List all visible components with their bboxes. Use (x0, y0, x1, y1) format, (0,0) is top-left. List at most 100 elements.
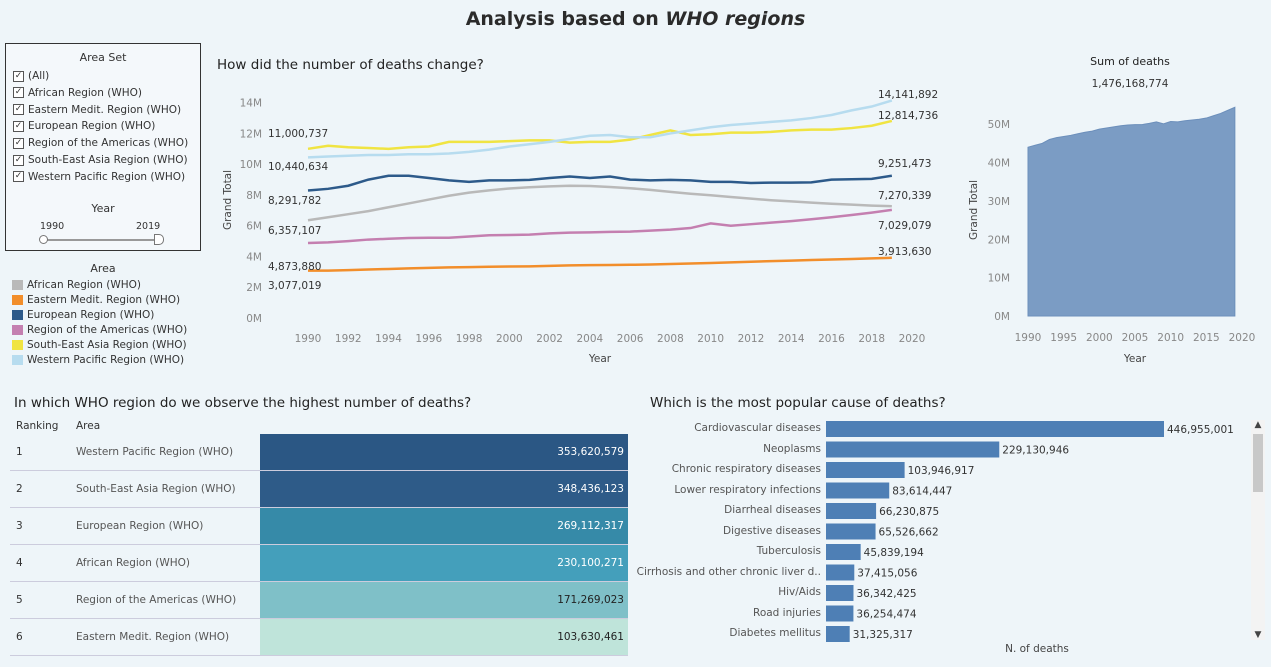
area-cell: African Region (WHO) (76, 557, 190, 569)
cause-category-label: Cardiovascular diseases (694, 422, 821, 434)
area-chart-total: 1,476,168,774 (1091, 78, 1169, 90)
table-row[interactable]: 4 African Region (WHO) 230,100,271 (10, 545, 628, 582)
cause-category-label: Lower respiratory infections (674, 483, 821, 496)
value-text: 353,620,579 (557, 446, 624, 458)
filter-option[interactable]: ✓ Western Pacific Region (WHO) (13, 169, 185, 185)
cause-bar[interactable] (826, 482, 890, 499)
series-start-label: 11,000,737 (268, 128, 328, 140)
area-set-filter: Area Set Year 1990 2019 ✓ (All) ✓ African R… (5, 43, 201, 251)
cause-value-label: 65,526,662 (879, 527, 939, 539)
legend-swatch (12, 310, 23, 320)
area-fill[interactable] (1027, 106, 1236, 317)
ranking-table-header: Ranking Area (10, 418, 628, 434)
y-axis-title: Grand Total (222, 170, 234, 230)
series-line[interactable] (307, 174, 893, 192)
x-tick-label: 1998 (456, 333, 483, 345)
series-line[interactable] (307, 208, 893, 245)
legend-label: Eastern Medit. Region (WHO) (27, 294, 181, 306)
legend-item[interactable]: Eastern Medit. Region (WHO) (12, 294, 180, 306)
filter-option[interactable]: ✓ South-East Asia Region (WHO) (13, 152, 188, 168)
series-line[interactable] (307, 99, 893, 159)
legend-item[interactable]: Region of the Americas (WHO) (12, 324, 187, 336)
checkbox[interactable]: ✓ (13, 137, 24, 149)
filter-option-label: Western Pacific Region (WHO) (28, 170, 186, 183)
x-tick-label: 1992 (335, 333, 362, 345)
checkbox[interactable]: ✓ (13, 154, 24, 166)
series-line[interactable] (307, 184, 892, 222)
x-tick-label: 1995 (1050, 332, 1077, 344)
filter-option[interactable]: ✓ Eastern Medit. Region (WHO) (13, 102, 181, 118)
year-slider-track[interactable] (44, 239, 160, 241)
year-slider-start-handle[interactable] (39, 235, 48, 244)
filter-option[interactable]: ✓ (All) (13, 68, 49, 84)
series-line[interactable] (307, 119, 893, 151)
rank-cell: 4 (16, 557, 23, 569)
checkbox[interactable]: ✓ (13, 120, 24, 132)
cause-chart-scrollbar[interactable]: ▲ ▼ (1251, 420, 1265, 640)
table-row[interactable]: 1 Western Pacific Region (WHO) 353,620,579 (10, 434, 628, 471)
cause-value-label: 103,946,917 (908, 465, 975, 477)
x-tick-label: 2015 (1193, 332, 1220, 344)
value-text: 269,112,317 (557, 520, 624, 532)
cause-bar[interactable] (826, 462, 905, 478)
table-row[interactable]: 2 South-East Asia Region (WHO) 348,436,123 (10, 471, 628, 508)
x-tick-label: 2012 (738, 333, 765, 345)
x-axis-title: Year (1123, 353, 1147, 365)
scroll-up-arrow[interactable]: ▲ (1254, 420, 1262, 430)
checkbox[interactable]: ✓ (13, 70, 24, 82)
y-tick-label: 10M (240, 159, 262, 171)
checkbox[interactable]: ✓ (13, 87, 24, 99)
filter-option-label: (All) (28, 70, 50, 82)
scroll-thumb[interactable] (1253, 434, 1263, 492)
x-tick-label: 2000 (496, 333, 523, 345)
y-tick-label: 12M (240, 128, 262, 140)
cause-category-label: Hiv/Aids (778, 586, 821, 598)
x-axis-title: N. of deaths (1005, 643, 1069, 655)
y-tick-label: 8M (246, 190, 262, 202)
filter-option-label: South-East Asia Region (WHO) (28, 154, 188, 166)
table-row[interactable]: 3 European Region (WHO) 269,112,317 (10, 508, 628, 545)
y-tick-label: 40M (988, 158, 1010, 170)
cause-bar[interactable] (826, 503, 877, 519)
x-tick-label: 2016 (818, 333, 845, 345)
cause-bar[interactable] (826, 421, 1164, 437)
cause-bar[interactable] (826, 544, 861, 560)
x-tick-label: 2002 (536, 333, 563, 345)
cause-value-label: 446,955,001 (1167, 424, 1234, 436)
legend-item[interactable]: African Region (WHO) (12, 279, 141, 291)
ranking-column-header: Ranking (16, 420, 59, 432)
legend-item[interactable]: South-East Asia Region (WHO) (12, 339, 187, 351)
checkbox[interactable]: ✓ (13, 104, 24, 116)
cause-bar[interactable] (826, 605, 854, 622)
cause-category-label: Diarrheal diseases (724, 504, 821, 516)
rank-cell: 3 (16, 520, 23, 532)
cause-category-label: Cirrhosis and other chronic liver d.. (636, 565, 821, 578)
filter-option[interactable]: ✓ African Region (WHO) (13, 85, 142, 101)
x-tick-label: 2005 (1122, 332, 1149, 344)
cause-bar[interactable] (826, 523, 876, 540)
filter-option[interactable]: ✓ Region of the Americas (WHO) (13, 135, 188, 151)
value-cell: 348,436,123 (260, 471, 628, 507)
year-slider-end-handle[interactable] (154, 234, 164, 245)
series-end-label: 12,814,736 (878, 110, 938, 122)
dashboard-title: Analysis based on WHO regions (0, 8, 1271, 30)
table-row[interactable]: 6 Eastern Medit. Region (WHO) 103,630,461 (10, 619, 628, 656)
x-tick-label: 1990 (295, 333, 322, 345)
legend-item[interactable]: European Region (WHO) (12, 309, 154, 321)
series-line[interactable] (307, 256, 892, 272)
legend-label: South-East Asia Region (WHO) (27, 339, 187, 351)
value-text: 171,269,023 (557, 594, 624, 606)
cause-bar[interactable] (826, 585, 854, 601)
table-row[interactable]: 5 Region of the Americas (WHO) 171,269,023 (10, 582, 628, 619)
scroll-down-arrow[interactable]: ▼ (1254, 630, 1262, 640)
filter-option[interactable]: ✓ European Region (WHO) (13, 118, 155, 134)
cause-bar[interactable] (826, 441, 1000, 458)
cause-bar[interactable] (826, 626, 850, 642)
x-tick-label: 2000 (1086, 332, 1113, 344)
cause-bar[interactable] (826, 564, 855, 581)
y-tick-label: 10M (988, 273, 1010, 285)
x-tick-label: 1996 (415, 333, 442, 345)
value-text: 230,100,271 (557, 557, 624, 569)
legend-item[interactable]: Western Pacific Region (WHO) (12, 354, 184, 366)
checkbox[interactable]: ✓ (13, 171, 24, 183)
